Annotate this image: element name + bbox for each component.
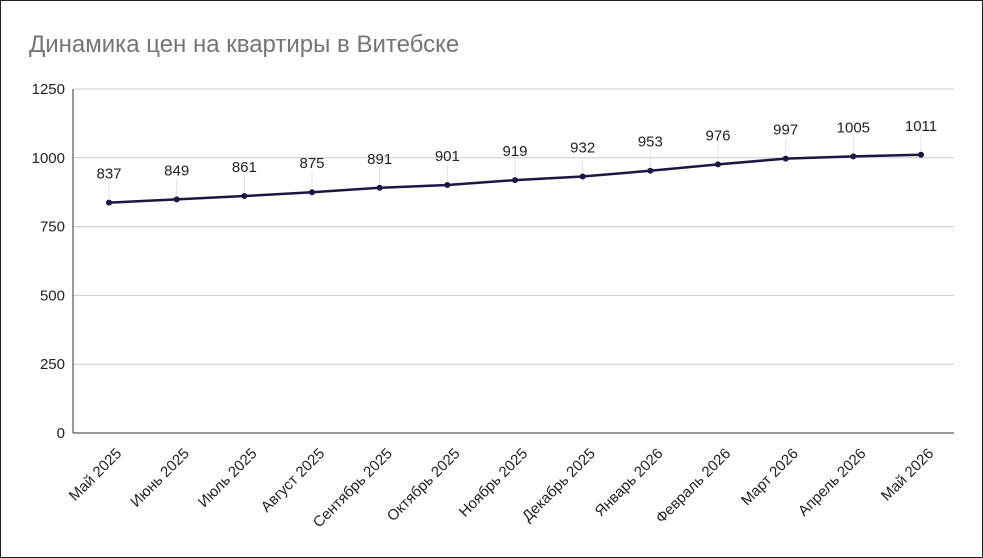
data-point [444,182,451,189]
data-label: 849 [164,162,189,179]
chart-title: Динамика цен на квартиры в Витебске [29,31,460,58]
x-tick-label: Май 2026 [878,445,937,504]
data-point [850,153,857,160]
x-tick-label: Апрель 2026 [795,445,870,520]
y-tick-label: 1000 [32,150,65,167]
data-label: 837 [96,166,121,183]
y-tick-label: 750 [40,219,65,236]
x-tick-label: Март 2026 [738,445,802,509]
data-label: 976 [705,127,730,144]
data-point [579,173,586,180]
data-label: 861 [232,159,257,176]
data-label: 953 [638,134,663,151]
data-label: 919 [502,143,527,160]
y-tick-label: 250 [40,356,65,373]
y-tick-label: 1250 [32,81,65,98]
x-tick-label: Июль 2025 [195,445,261,511]
data-point [918,151,924,158]
data-point [647,167,654,174]
data-label: 1011 [905,118,937,135]
data-label: 901 [435,148,460,165]
data-point [715,161,721,168]
data-point [782,155,789,162]
x-tick-label: Май 2025 [66,445,125,504]
data-point [309,189,315,196]
data-point [173,196,180,203]
data-label: 891 [367,151,392,168]
x-tick-label: Январь 2026 [592,445,667,520]
x-tick-label: Август 2025 [258,445,328,515]
data-label: 997 [773,122,798,139]
y-tick-label: 500 [40,287,65,304]
data-label: 1005 [837,119,870,136]
data-label: 875 [299,155,324,172]
data-point [512,177,518,184]
data-point [241,193,248,200]
data-point [376,184,383,191]
data-label: 932 [570,140,595,157]
y-tick-label: 0 [57,425,65,442]
x-tick-label: Июнь 2025 [127,445,193,511]
x-tick-label: Ноябрь 2025 [456,445,531,520]
data-point [106,199,112,206]
